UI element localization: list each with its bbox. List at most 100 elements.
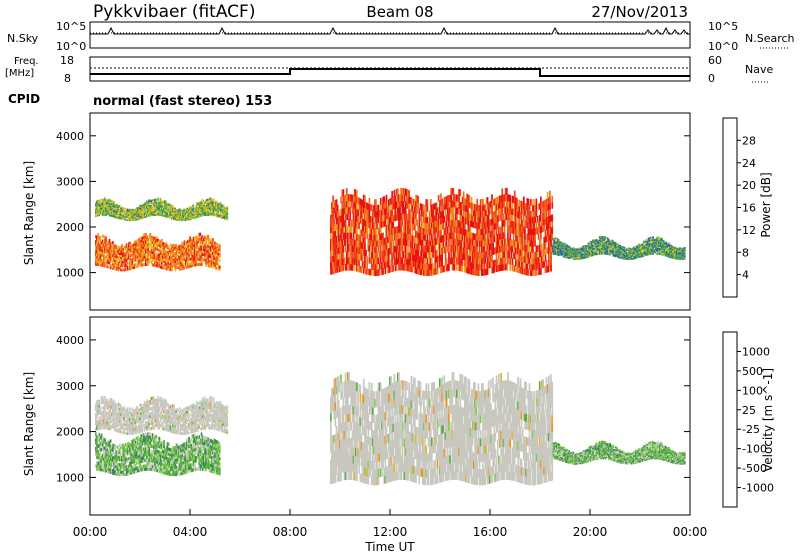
- data-cell: [559, 249, 561, 252]
- data-cell: [350, 194, 353, 202]
- data-cell: [536, 227, 539, 235]
- data-cell: [183, 240, 186, 244]
- data-cell: [149, 232, 152, 236]
- data-cell: [470, 244, 473, 251]
- data-cell: [384, 219, 387, 227]
- data-cell: [619, 247, 621, 250]
- data-cell: [226, 218, 229, 221]
- data-cell: [608, 246, 610, 249]
- data-cell: [381, 203, 383, 210]
- data-cell: [131, 209, 133, 211]
- data-cell: [150, 235, 153, 239]
- data-cell: [155, 247, 157, 251]
- data-cell: [116, 249, 119, 253]
- data-cell: [368, 197, 371, 205]
- data-cell: [610, 251, 612, 254]
- data-cell: [391, 228, 393, 235]
- data-cell: [168, 204, 171, 206]
- data-cell: [361, 254, 364, 262]
- data-cell: [583, 248, 585, 250]
- data-cell: [546, 192, 549, 199]
- data-cell: [192, 214, 195, 216]
- data-cell: [218, 214, 221, 217]
- data-cell: [457, 251, 459, 259]
- data-cell: [491, 200, 493, 207]
- data-cell: [454, 206, 457, 214]
- data-cell: [135, 251, 138, 254]
- data-cell: [432, 204, 434, 211]
- data-cell: [422, 251, 424, 258]
- data-cell: [122, 254, 124, 257]
- data-cell: [416, 243, 418, 250]
- data-cell: [226, 216, 229, 219]
- data-cell: [182, 212, 184, 214]
- data-cell: [397, 232, 399, 240]
- data-cell: [226, 213, 229, 216]
- data-cell: [212, 209, 215, 211]
- data-cell: [502, 257, 505, 265]
- data-cell: [501, 263, 504, 271]
- data-cell: [208, 206, 210, 209]
- data-cell: [102, 205, 105, 208]
- data-cell: [182, 209, 184, 212]
- data-cell: [121, 256, 123, 260]
- data-cell: [200, 213, 202, 216]
- data-cell: [402, 188, 405, 195]
- data-cell: [579, 249, 582, 252]
- data-cell: [450, 188, 452, 195]
- data-cell: [504, 244, 507, 252]
- data-cell: [562, 249, 565, 252]
- data-cell: [341, 264, 344, 272]
- data-cell: [175, 245, 178, 249]
- data-cell: [481, 210, 483, 218]
- data-cell: [192, 258, 195, 262]
- data-cell: [613, 252, 616, 255]
- data-cell: [389, 223, 391, 230]
- data-cell: [492, 199, 494, 207]
- data-cell: [207, 240, 210, 243]
- data-cell: [133, 254, 136, 258]
- data-cell: [461, 196, 464, 204]
- data-cell: [95, 262, 97, 266]
- data-cell: [160, 207, 163, 210]
- data-cell: [526, 251, 529, 258]
- data-cell: [174, 213, 176, 216]
- data-cell: [337, 265, 340, 273]
- data-cell: [391, 222, 393, 229]
- data-cell: [204, 253, 206, 257]
- data-cell: [96, 208, 98, 211]
- data-cell: [622, 250, 625, 252]
- data-cell: [99, 250, 102, 254]
- data-cell: [120, 246, 122, 249]
- data-cell: [221, 204, 224, 207]
- data-cell: [615, 243, 618, 246]
- data-cell: [403, 226, 406, 233]
- data-cell: [492, 242, 494, 249]
- data-cell: [417, 237, 420, 245]
- data-cell: [100, 209, 103, 212]
- data-cell: [473, 256, 475, 264]
- data-cell: [465, 247, 467, 255]
- data-cell: [379, 221, 382, 229]
- data-cell: [491, 236, 493, 244]
- data-cell: [118, 258, 121, 261]
- data-cell: [132, 243, 135, 247]
- data-cell: [508, 200, 510, 208]
- data-cell: [500, 239, 502, 246]
- data-cell: [398, 251, 400, 258]
- data-cell: [124, 260, 127, 263]
- data-cell: [502, 232, 505, 240]
- data-cell: [488, 249, 491, 257]
- data-cell: [189, 211, 191, 214]
- data-cell: [113, 265, 115, 269]
- data-cell: [401, 257, 404, 265]
- data-cell: [368, 209, 371, 217]
- data-cell: [156, 202, 158, 205]
- data-cell: [436, 225, 439, 233]
- data-cell: [538, 238, 541, 246]
- data-cell: [355, 214, 357, 222]
- data-cell: [507, 257, 509, 265]
- data-cell: [139, 251, 141, 255]
- data-cell: [116, 268, 119, 271]
- data-cell: [157, 238, 160, 242]
